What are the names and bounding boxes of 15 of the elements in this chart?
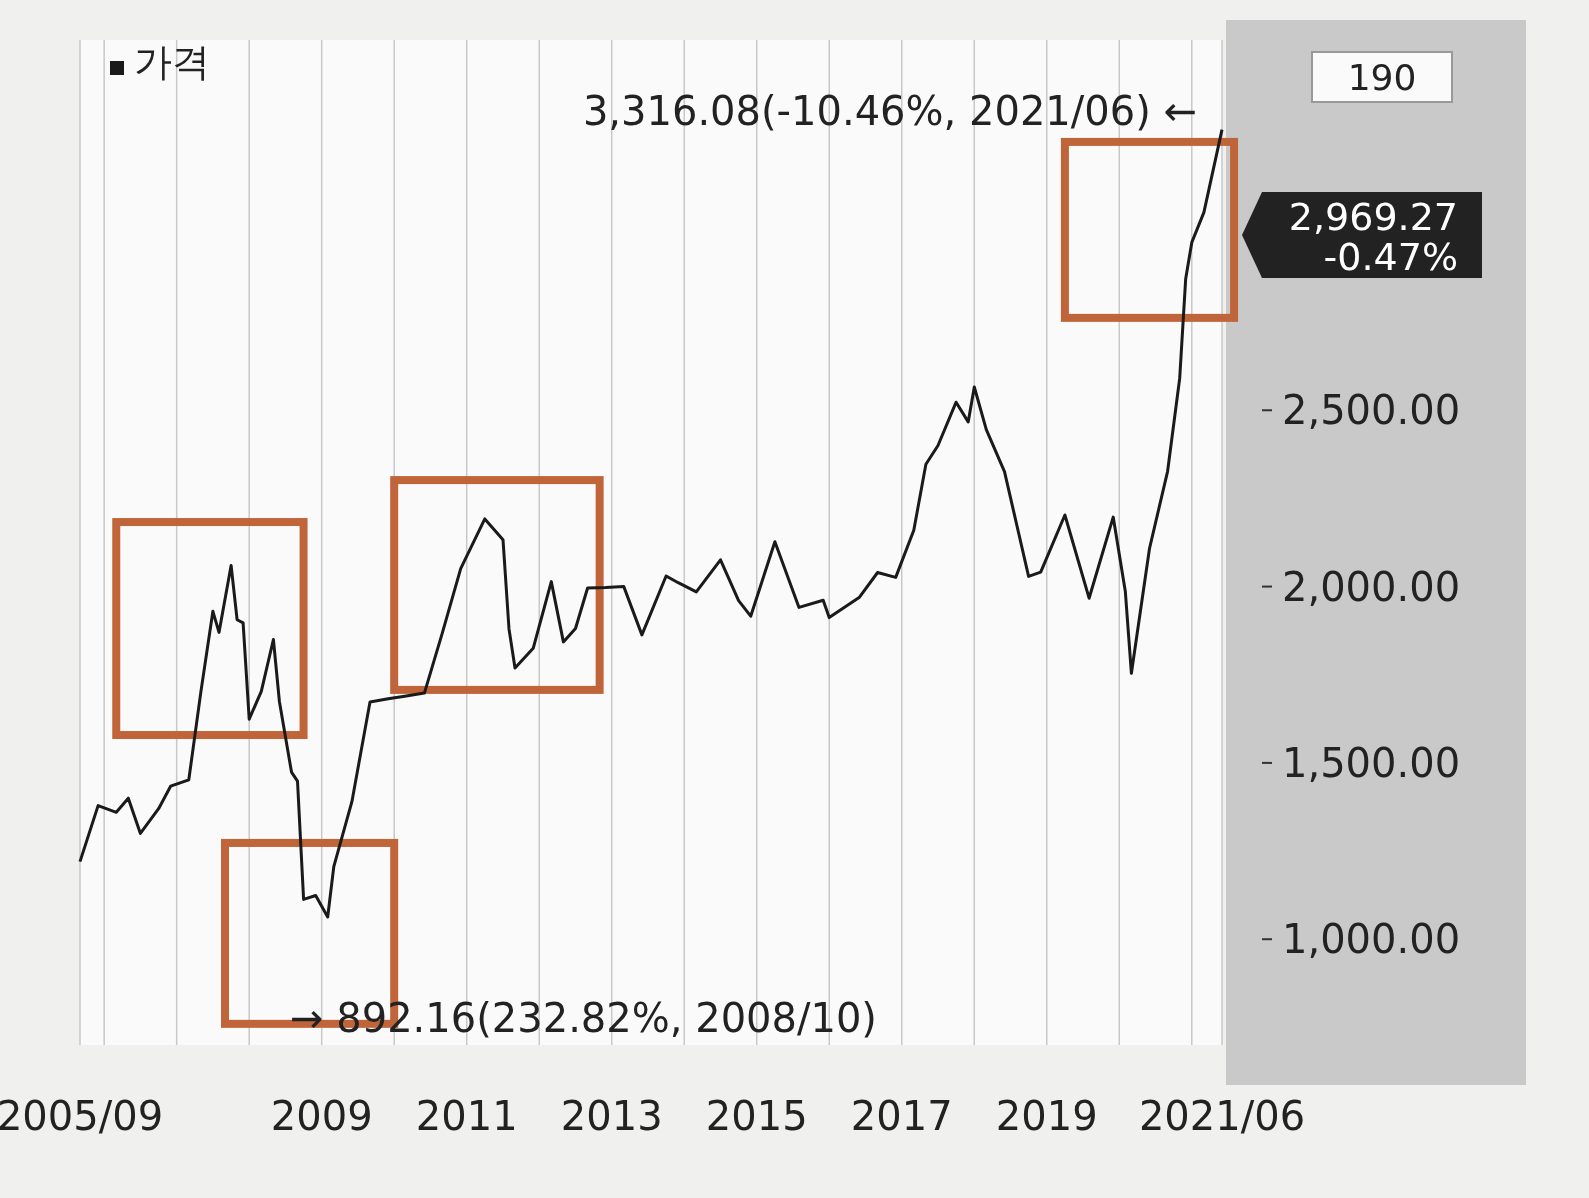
y-tick-label: 1,000.00 (1282, 916, 1461, 963)
x-tick-label: 2005/09 (0, 1093, 164, 1139)
x-tick-label: 2011 (415, 1093, 518, 1139)
x-tick-label: 2019 (995, 1093, 1098, 1139)
x-tick-label: 2015 (705, 1093, 808, 1139)
y-tick-label: 2,000.00 (1282, 563, 1461, 610)
legend-label: 가격 (134, 40, 210, 84)
y-tick-label: 1,500.00 (1282, 739, 1461, 786)
text: 190 (1347, 57, 1417, 98)
x-tick-label: 2013 (560, 1093, 663, 1139)
y-tick-label: 2,500.00 (1282, 387, 1461, 434)
x-tick-label: 2009 (270, 1093, 373, 1139)
annotation: 3,316.08(-10.46%, 2021/06) ← (582, 88, 1197, 134)
x-tick-label: 2021/06 (1138, 1093, 1306, 1139)
x-tick-label: 2017 (850, 1093, 953, 1139)
